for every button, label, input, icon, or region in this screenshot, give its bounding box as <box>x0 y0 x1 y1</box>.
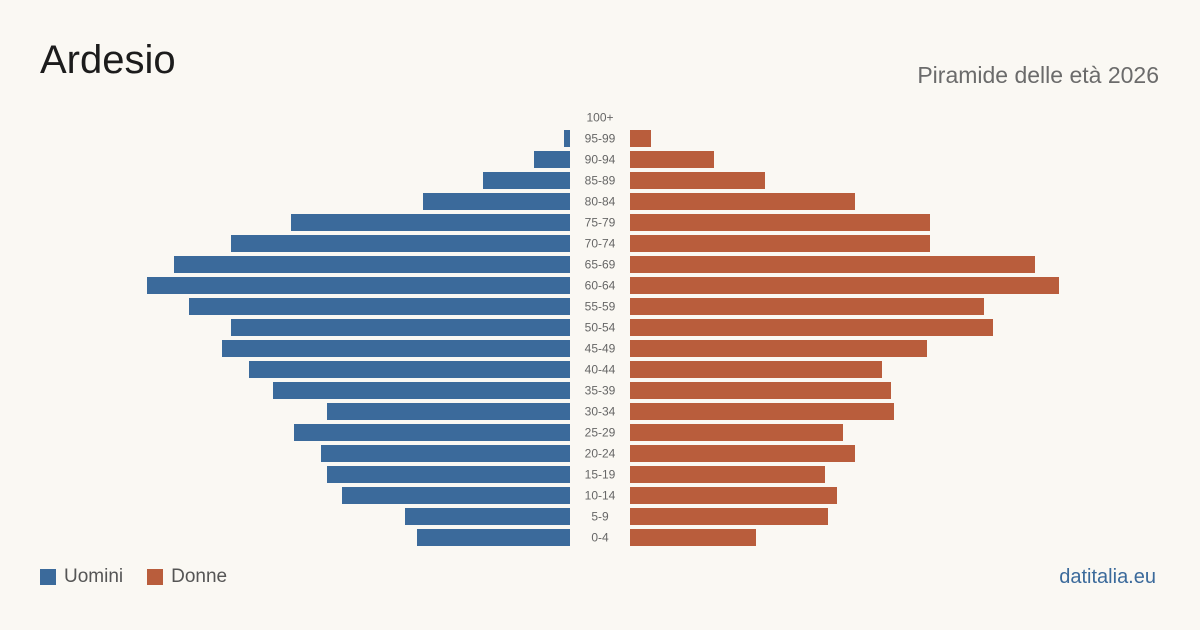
age-label-10-14: 10-14 <box>585 489 616 503</box>
bar-male-85-89 <box>483 172 570 189</box>
bar-female-90-94 <box>630 151 714 168</box>
bar-male-95-99 <box>564 130 570 147</box>
bar-male-5-9 <box>405 508 570 525</box>
age-label-70-74: 70-74 <box>585 237 616 251</box>
bar-male-55-59 <box>189 298 570 315</box>
bar-male-25-29 <box>294 424 570 441</box>
bar-female-35-39 <box>630 382 891 399</box>
age-label-45-49: 45-49 <box>585 342 616 356</box>
page-title: Ardesio <box>40 38 176 82</box>
chart-subtitle: Piramide delle età 2026 <box>917 62 1159 88</box>
bar-male-35-39 <box>273 382 570 399</box>
age-label-50-54: 50-54 <box>585 321 616 335</box>
bar-female-0-4 <box>630 529 756 546</box>
age-label-90-94: 90-94 <box>585 153 616 167</box>
bar-female-45-49 <box>630 340 927 357</box>
age-label-85-89: 85-89 <box>585 174 616 188</box>
bar-male-40-44 <box>249 361 570 378</box>
age-label-75-79: 75-79 <box>585 216 616 230</box>
bar-male-0-4 <box>417 529 570 546</box>
bar-female-60-64 <box>630 277 1059 294</box>
bar-female-75-79 <box>630 214 930 231</box>
bar-female-80-84 <box>630 193 855 210</box>
bar-female-65-69 <box>630 256 1035 273</box>
age-label-20-24: 20-24 <box>585 447 616 461</box>
legend-swatch-female <box>147 569 164 585</box>
legend: Uomini Donne <box>40 566 251 588</box>
bar-female-55-59 <box>630 298 984 315</box>
age-label-100plus: 100+ <box>586 111 613 125</box>
bar-male-45-49 <box>222 340 570 357</box>
bar-male-75-79 <box>291 214 570 231</box>
bar-male-65-69 <box>174 256 570 273</box>
bar-male-50-54 <box>231 319 570 336</box>
bar-female-10-14 <box>630 487 837 504</box>
legend-swatch-male <box>40 569 56 585</box>
bar-female-20-24 <box>630 445 855 462</box>
bar-male-20-24 <box>321 445 570 462</box>
age-label-95-99: 95-99 <box>585 132 616 146</box>
bar-female-85-89 <box>630 172 765 189</box>
bar-male-10-14 <box>342 487 570 504</box>
bar-male-70-74 <box>231 235 570 252</box>
age-label-25-29: 25-29 <box>585 426 616 440</box>
bar-female-15-19 <box>630 466 825 483</box>
bar-female-5-9 <box>630 508 828 525</box>
bar-female-40-44 <box>630 361 882 378</box>
legend-label-female: Donne <box>171 566 228 587</box>
age-label-30-34: 30-34 <box>585 405 616 419</box>
age-label-0-4: 0-4 <box>591 531 609 545</box>
bar-female-95-99 <box>630 130 651 147</box>
legend-label-male: Uomini <box>64 566 124 587</box>
bar-male-90-94 <box>534 151 570 168</box>
bar-male-15-19 <box>327 466 570 483</box>
age-label-55-59: 55-59 <box>585 300 616 314</box>
bar-male-30-34 <box>327 403 570 420</box>
bar-male-80-84 <box>423 193 570 210</box>
bar-female-25-29 <box>630 424 843 441</box>
age-label-15-19: 15-19 <box>585 468 616 482</box>
bar-male-60-64 <box>147 277 570 294</box>
bar-female-70-74 <box>630 235 930 252</box>
age-label-60-64: 60-64 <box>585 279 616 293</box>
age-label-80-84: 80-84 <box>585 195 616 209</box>
age-label-35-39: 35-39 <box>585 384 616 398</box>
bar-female-30-34 <box>630 403 894 420</box>
legend-item-female: Donne <box>147 566 227 588</box>
source-link[interactable]: datitalia.eu <box>1059 566 1156 588</box>
age-label-5-9: 5-9 <box>591 510 609 524</box>
bar-female-50-54 <box>630 319 993 336</box>
age-label-40-44: 40-44 <box>585 363 616 377</box>
age-label-65-69: 65-69 <box>585 258 616 272</box>
legend-item-male: Uomini <box>40 566 123 588</box>
